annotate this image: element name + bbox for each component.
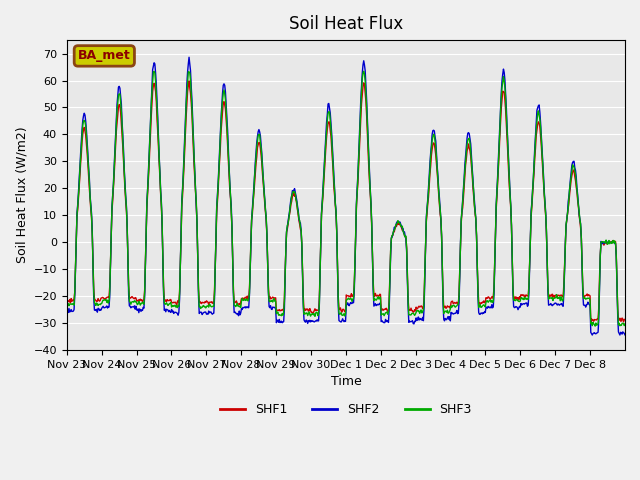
SHF1 [185, 78, 193, 84]
Legend: SHF1, SHF2, SHF3: SHF1, SHF2, SHF3 [215, 398, 477, 421]
X-axis label: Time: Time [330, 375, 361, 388]
Y-axis label: Soil Heat Flux (W/m2): Soil Heat Flux (W/m2) [15, 127, 28, 264]
SHF3 [231, 303, 239, 309]
Line: SHF3: SHF3 [67, 72, 625, 326]
SHF2 [185, 54, 193, 60]
SHF2 [404, 305, 412, 311]
SHF1 [280, 296, 288, 301]
SHF1 [259, 180, 267, 186]
SHF1 [404, 297, 412, 303]
SHF1 [587, 319, 595, 325]
SHF3 [436, 199, 444, 205]
Line: SHF1: SHF1 [67, 81, 625, 322]
SHF2 [280, 306, 288, 312]
SHF3 [360, 69, 367, 74]
Line: SHF2: SHF2 [67, 57, 625, 335]
SHF1 [621, 317, 629, 323]
SHF1 [63, 296, 70, 301]
SHF2 [588, 332, 596, 338]
SHF1 [129, 294, 136, 300]
SHF3 [129, 299, 136, 305]
Title: Soil Heat Flux: Soil Heat Flux [289, 15, 403, 33]
SHF2 [259, 175, 267, 181]
SHF2 [129, 304, 136, 310]
Text: BA_met: BA_met [78, 49, 131, 62]
SHF2 [621, 332, 629, 338]
SHF3 [404, 300, 412, 305]
SHF2 [63, 308, 70, 313]
SHF3 [259, 167, 266, 173]
SHF1 [232, 300, 239, 305]
SHF2 [232, 310, 239, 316]
SHF3 [591, 323, 599, 329]
SHF1 [436, 201, 444, 207]
SHF2 [436, 195, 444, 201]
SHF3 [63, 299, 70, 305]
SHF3 [280, 310, 287, 315]
SHF3 [621, 321, 629, 327]
